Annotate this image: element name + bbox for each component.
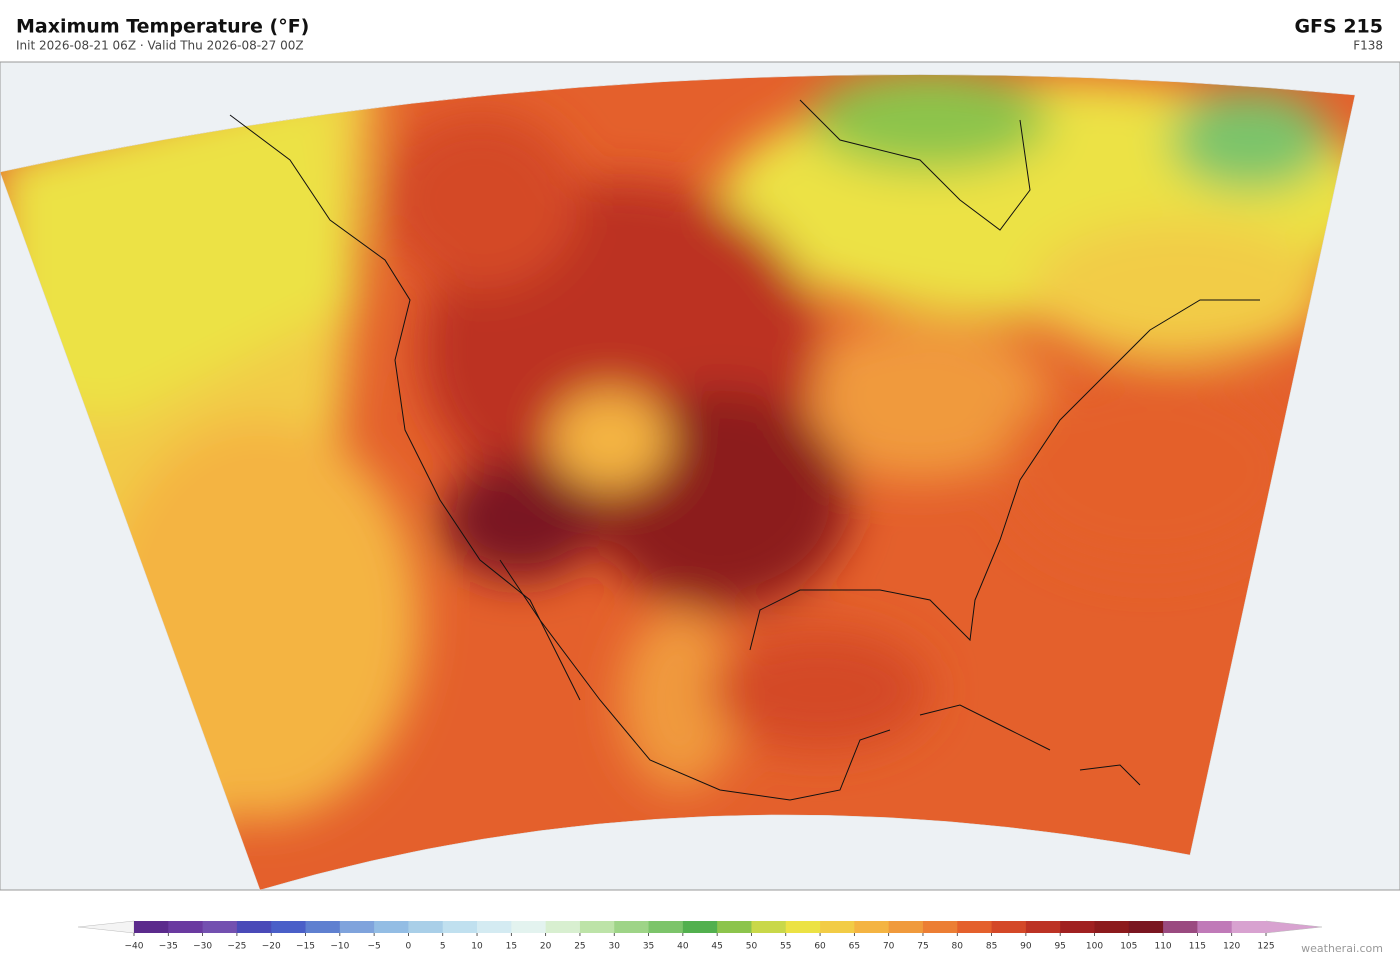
tick-label: −25 xyxy=(227,942,246,952)
color-segment xyxy=(1128,921,1164,933)
tick-label: 115 xyxy=(1189,942,1206,952)
color-segment xyxy=(854,921,890,933)
color-segment xyxy=(682,921,718,933)
tick-label: −30 xyxy=(193,942,212,952)
color-segment xyxy=(1231,921,1267,933)
tick-label: 70 xyxy=(883,942,895,952)
model-label: GFS 215 xyxy=(1294,16,1383,38)
tick-label: −35 xyxy=(159,942,178,952)
tick-label: 75 xyxy=(917,942,928,952)
tick-label: 15 xyxy=(506,942,517,952)
color-segment xyxy=(1197,921,1233,933)
tick-label: 65 xyxy=(849,942,860,952)
tick-label: −10 xyxy=(330,942,349,952)
tick-label: −15 xyxy=(296,942,315,952)
tick-label: 25 xyxy=(574,942,585,952)
tick-label: 10 xyxy=(471,942,483,952)
credit: weatherai.com xyxy=(1301,942,1383,955)
color-segment xyxy=(134,921,169,933)
tick-label: 120 xyxy=(1223,942,1240,952)
color-segment xyxy=(1094,921,1130,933)
temperature-field xyxy=(0,74,1355,891)
color-segment xyxy=(957,921,993,933)
color-segment xyxy=(648,921,684,933)
title: Maximum Temperature (°F) xyxy=(16,16,309,38)
colorbar-over xyxy=(1265,920,1323,934)
tick-label: −20 xyxy=(262,942,281,952)
color-segment xyxy=(202,921,238,933)
color-segment xyxy=(614,921,650,933)
color-segment xyxy=(1163,921,1198,933)
tick-label: 50 xyxy=(746,942,758,952)
color-segment xyxy=(579,921,615,933)
color-segment xyxy=(305,921,341,933)
colorbar: −40 −35 −30 −25 −20 −15 −10 −5 0 5 10 15 20 25 30 35 40 4… xyxy=(77,920,1323,952)
tick-label: 20 xyxy=(540,942,552,952)
tick-label: −40 xyxy=(125,942,144,952)
tick-label: 60 xyxy=(814,942,826,952)
coastlines xyxy=(229,99,1260,801)
color-segment xyxy=(236,921,272,933)
color-segment xyxy=(374,921,409,933)
color-segment xyxy=(1025,921,1061,933)
color-segment xyxy=(922,921,958,933)
tick-label: 125 xyxy=(1257,942,1274,952)
tick-label: 90 xyxy=(1020,942,1032,952)
color-segment xyxy=(408,921,444,933)
color-segment xyxy=(785,921,821,933)
color-segment xyxy=(477,921,512,933)
color-segment xyxy=(168,921,204,933)
color-segment xyxy=(511,921,547,933)
tick-label: 100 xyxy=(1086,942,1103,952)
color-segment xyxy=(751,921,787,933)
tick-label: 95 xyxy=(1054,942,1065,952)
color-segment xyxy=(717,921,752,933)
color-segment xyxy=(442,921,478,933)
color-segment xyxy=(271,921,307,933)
color-segment xyxy=(991,921,1027,933)
color-segment xyxy=(888,921,924,933)
tick-label: 5 xyxy=(440,942,446,952)
color-segment xyxy=(820,921,855,933)
tick-label: 110 xyxy=(1154,942,1171,952)
tick-label: 40 xyxy=(677,942,689,952)
forecast-hour: F138 xyxy=(1353,39,1383,53)
color-segment xyxy=(339,921,375,933)
tick-label: 85 xyxy=(986,942,997,952)
subtitle: Init 2026-08-21 06Z · Valid Thu 2026-08-… xyxy=(16,39,304,53)
tick-label: 45 xyxy=(711,942,722,952)
tick-label: −5 xyxy=(367,942,380,952)
tick-label: 30 xyxy=(609,942,621,952)
tick-label: 35 xyxy=(643,942,654,952)
tick-label: 55 xyxy=(780,942,791,952)
color-segment xyxy=(1060,921,1095,933)
tick-label: 105 xyxy=(1120,942,1137,952)
colorbar-under xyxy=(77,920,135,934)
map xyxy=(0,61,1400,891)
tick-label: 0 xyxy=(406,942,412,952)
color-segment xyxy=(545,921,581,933)
tick-label: 80 xyxy=(952,942,964,952)
